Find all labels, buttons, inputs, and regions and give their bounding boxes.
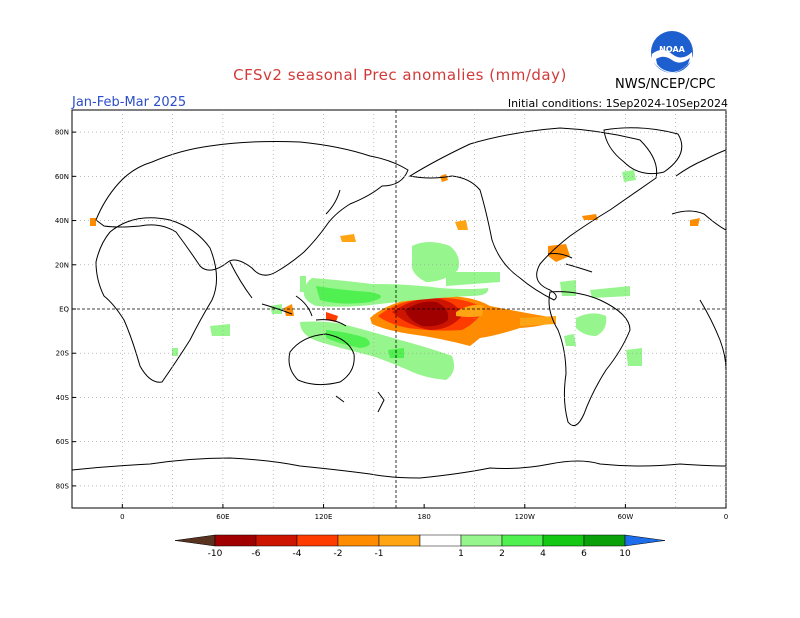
- lon-label: 120W: [515, 513, 535, 521]
- colorbar-label: 4: [540, 549, 546, 559]
- agency-label: NWS/NCEP/CPC: [615, 77, 716, 92]
- graticule: [72, 110, 727, 508]
- colorbar-swatch: [419, 534, 462, 547]
- lon-labels: 0 60E 120E 180 120W 60W 0: [120, 504, 728, 521]
- initial-conditions: Initial conditions: 1Sep2024-10Sep2024: [507, 97, 728, 110]
- colorbar-swatch: [583, 534, 626, 547]
- anomaly-shading: [90, 170, 700, 380]
- colorbar-label: 10: [619, 549, 631, 559]
- lat-label: 80N: [55, 129, 69, 137]
- lat-label: 40S: [56, 394, 70, 402]
- colorbar-label: 6: [581, 549, 587, 559]
- lon-label: 120E: [315, 513, 333, 521]
- colorbar-arrow-high: [624, 534, 666, 547]
- colorbar-swatch: [378, 534, 421, 547]
- lon-label: 0: [724, 513, 728, 521]
- colorbar: -10 -6 -4 -2 -1 1 2 4 6 10: [174, 534, 666, 559]
- colorbar-arrow-low: [174, 534, 216, 547]
- colorbar-swatch: [296, 534, 339, 547]
- colorbar-label: -1: [375, 549, 384, 559]
- dry-anomaly-core: [405, 301, 449, 327]
- lon-label: 180: [417, 513, 430, 521]
- lon-label: 60E: [216, 513, 229, 521]
- colorbar-label: -10: [208, 549, 223, 559]
- colorbar-swatch: [255, 534, 298, 547]
- noaa-logo-text: NOAA: [659, 45, 685, 54]
- colorbar-label: -4: [293, 549, 302, 559]
- forecast-period: Jan-Feb-Mar 2025: [72, 95, 187, 110]
- lat-label: 60N: [55, 173, 69, 181]
- colorbar-swatch: [542, 534, 585, 547]
- map-title: CFSv2 seasonal Prec anomalies (mm/day): [233, 66, 567, 84]
- lat-labels: 80N 60N 40N 20N EQ 20S 40S 60S 80S: [55, 129, 76, 490]
- colorbar-label: 1: [458, 549, 464, 559]
- colorbar-label: -6: [252, 549, 261, 559]
- coastlines: [71, 127, 727, 479]
- lat-label: 80S: [56, 482, 70, 490]
- colorbar-swatch: [337, 534, 380, 547]
- wet-anomaly-samerica: [576, 313, 607, 336]
- colorbar-swatch: [214, 534, 257, 547]
- lat-label: 20N: [55, 261, 69, 269]
- noaa-logo: NOAA: [651, 31, 693, 73]
- lat-label: 40N: [55, 217, 69, 225]
- colorbar-swatch: [460, 534, 503, 547]
- lon-label: 0: [120, 513, 124, 521]
- lat-label: 60S: [56, 438, 70, 446]
- lat-label: 20S: [56, 350, 70, 358]
- lat-label: EQ: [59, 306, 69, 314]
- colorbar-swatch: [501, 534, 544, 547]
- lon-label: 60W: [617, 513, 633, 521]
- colorbar-label: -2: [334, 549, 343, 559]
- colorbar-label: 2: [499, 549, 505, 559]
